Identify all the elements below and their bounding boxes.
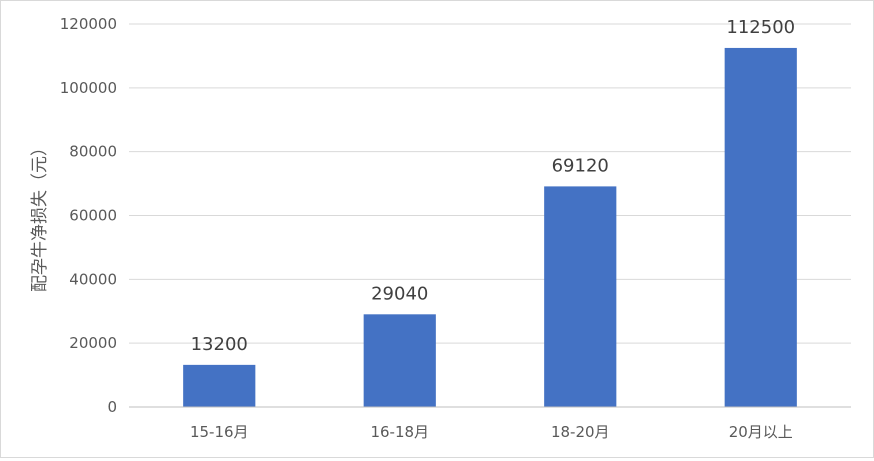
y-tick-label: 40000 xyxy=(69,270,117,288)
y-tick-label: 100000 xyxy=(60,79,117,97)
x-tick-label: 16-18月 xyxy=(370,423,429,441)
y-tick-label: 20000 xyxy=(69,334,117,352)
y-tick-label: 80000 xyxy=(69,143,117,161)
data-label: 112500 xyxy=(726,17,795,38)
bar xyxy=(183,364,256,407)
x-tick-label: 18-20月 xyxy=(551,423,610,441)
bar xyxy=(363,314,436,407)
bar xyxy=(544,186,617,407)
data-label: 13200 xyxy=(191,334,248,355)
y-tick-label: 0 xyxy=(107,398,117,416)
x-tick-label: 20月以上 xyxy=(729,423,793,441)
x-axis-ticks: 15-16月 16-18月 18-20月 20月以上 xyxy=(190,423,793,441)
y-tick-label: 120000 xyxy=(60,15,117,33)
data-label: 69120 xyxy=(552,155,609,176)
x-tick-label: 15-16月 xyxy=(190,423,249,441)
bar xyxy=(724,47,797,407)
y-tick-label: 60000 xyxy=(69,207,117,225)
bars xyxy=(183,47,797,407)
y-axis-ticks: 0 20000 40000 60000 80000 100000 120000 xyxy=(60,15,117,416)
data-label: 29040 xyxy=(371,283,428,304)
data-labels: 13200 29040 69120 112500 xyxy=(191,17,795,355)
y-axis-title: 配孕牛净损失（元） xyxy=(30,139,50,292)
